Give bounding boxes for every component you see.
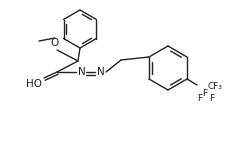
Text: O: O	[50, 38, 58, 48]
Text: F: F	[198, 94, 203, 103]
Text: N: N	[97, 67, 105, 77]
Text: CF₃: CF₃	[207, 82, 222, 90]
Text: F: F	[202, 89, 208, 98]
Text: N: N	[78, 67, 85, 77]
Text: HO: HO	[26, 79, 42, 89]
Text: F: F	[210, 94, 215, 103]
